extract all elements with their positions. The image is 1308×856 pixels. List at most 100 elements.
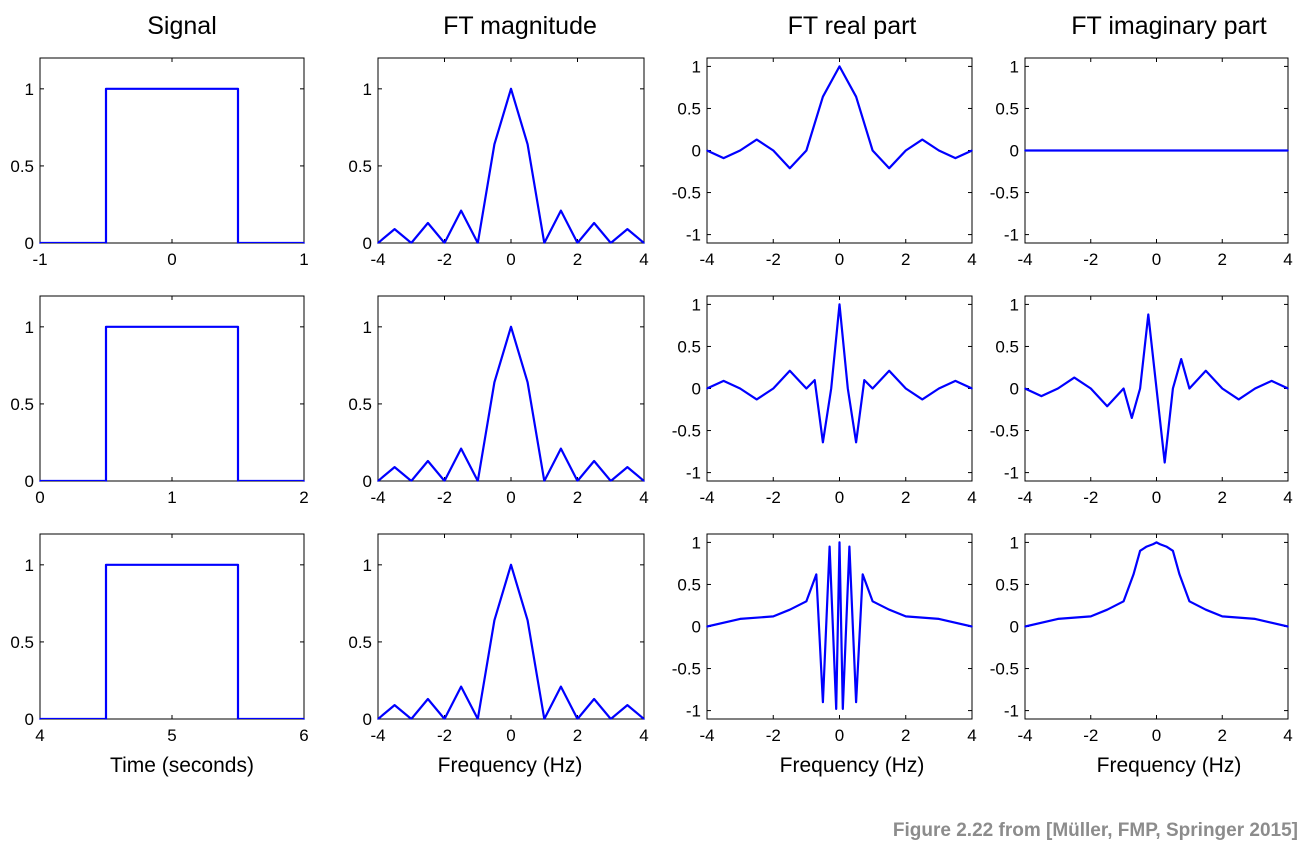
x-tick-label: -4 <box>699 488 714 507</box>
x-tick-label: -2 <box>1083 726 1098 745</box>
data-point <box>828 545 831 548</box>
data-point <box>822 95 824 98</box>
data-point <box>410 718 413 720</box>
column-title-ft-magnitude: FT magnitude <box>443 12 597 40</box>
y-tick-label: 1 <box>692 533 701 552</box>
y-tick-label: 0 <box>692 380 701 399</box>
data-point <box>1090 615 1092 618</box>
data-point <box>1163 461 1166 464</box>
plot-frame <box>377 533 645 720</box>
data-point <box>303 480 305 482</box>
data-point <box>888 608 890 611</box>
data-point <box>954 157 957 159</box>
data-point <box>722 157 725 159</box>
data-point <box>1131 417 1133 419</box>
data-point <box>1188 600 1191 603</box>
x-tick-label: -4 <box>370 250 385 269</box>
data-point <box>842 708 844 710</box>
data-point <box>789 167 791 169</box>
x-tick-label: 4 <box>639 250 648 269</box>
data-point <box>772 149 775 152</box>
x-tick-label: 0 <box>835 488 844 507</box>
data-point <box>610 480 612 482</box>
y-tick-label: 0 <box>363 472 372 491</box>
panel-r2-c1: -4 -2 0 2 4 0 0.5 1 <box>348 533 649 745</box>
x-tick-label: 0 <box>835 250 844 269</box>
data-point <box>1106 608 1108 611</box>
y-tick-label: 0 <box>25 472 34 491</box>
column-title-signal: Signal <box>147 12 217 40</box>
data-point <box>1188 387 1191 390</box>
x-tick-label: 4 <box>967 488 976 507</box>
y-tick-label: 0 <box>1010 380 1019 399</box>
data-point <box>789 370 791 372</box>
data-point <box>1090 149 1092 152</box>
data-point <box>1090 387 1092 390</box>
x-tick-label: 1 <box>167 488 176 507</box>
data-point <box>739 387 741 390</box>
y-tick-label: 0.5 <box>10 157 34 176</box>
data-point <box>460 209 462 212</box>
data-point <box>626 704 629 706</box>
series-line <box>40 325 304 481</box>
x-tick-label: -4 <box>370 488 385 507</box>
data-point <box>237 242 239 244</box>
data-point <box>543 718 546 720</box>
figure-caption: Figure 2.22 from [Müller, FMP, Springer … <box>892 820 1298 841</box>
data-point <box>838 541 841 544</box>
panel-r0-c2: -4 -2 0 2 4 -1 -0.5 0 0.5 1 <box>672 57 977 269</box>
data-point <box>1057 387 1059 390</box>
data-point <box>237 564 239 566</box>
data-point <box>560 447 562 450</box>
data-point <box>971 625 973 628</box>
y-tick-label: -1 <box>1004 702 1019 721</box>
plot-frame <box>39 57 305 244</box>
x-tick-label: 0 <box>167 250 176 269</box>
y-tick-label: 1 <box>363 80 372 99</box>
data-point <box>526 143 529 146</box>
x-tick-label: 4 <box>1283 488 1292 507</box>
data-point <box>39 718 41 720</box>
y-tick-label: 0 <box>692 618 701 637</box>
data-point <box>1254 618 1256 620</box>
x-tick-label: 0 <box>1152 488 1161 507</box>
data-point <box>1147 313 1150 316</box>
x-tick-label: 2 <box>901 726 910 745</box>
y-tick-label: -0.5 <box>672 422 701 441</box>
series-line <box>40 87 304 243</box>
data-point <box>105 242 107 244</box>
data-point <box>393 704 396 706</box>
plot-frame <box>377 295 645 482</box>
data-point <box>460 685 462 688</box>
data-point <box>526 381 529 384</box>
x-tick-label: 0 <box>1152 250 1161 269</box>
data-point <box>303 718 305 720</box>
data-point <box>905 615 907 618</box>
x-tick-label: 0 <box>506 488 515 507</box>
y-tick-label: 0 <box>1010 142 1019 161</box>
plot-frame <box>706 57 973 244</box>
data-point <box>427 698 429 700</box>
y-tick-label: 0 <box>363 234 372 253</box>
panel-r2-c2: -4 -2 0 2 4 -1 -0.5 0 0.5 1 <box>672 533 977 745</box>
data-point <box>477 718 479 720</box>
data-point <box>706 149 708 152</box>
y-tick-label: -1 <box>686 464 701 483</box>
data-point <box>39 242 41 244</box>
y-tick-label: 1 <box>1010 295 1019 314</box>
y-tick-label: 0.5 <box>677 99 701 118</box>
data-point <box>377 480 379 482</box>
data-point <box>871 387 874 390</box>
y-tick-label: 0.5 <box>348 157 372 176</box>
x-axis-label-time: Time (seconds) <box>110 754 254 777</box>
data-point <box>1237 398 1240 401</box>
data-point <box>838 303 841 306</box>
y-tick-label: 0.5 <box>348 633 372 652</box>
y-tick-label: 0 <box>692 142 701 161</box>
data-point <box>838 65 841 68</box>
x-tick-label: -4 <box>370 726 385 745</box>
data-point <box>105 480 107 482</box>
data-point <box>1221 149 1224 152</box>
column-title-ft-imaginary-part: FT imaginary part <box>1071 12 1266 40</box>
data-point <box>560 685 562 688</box>
